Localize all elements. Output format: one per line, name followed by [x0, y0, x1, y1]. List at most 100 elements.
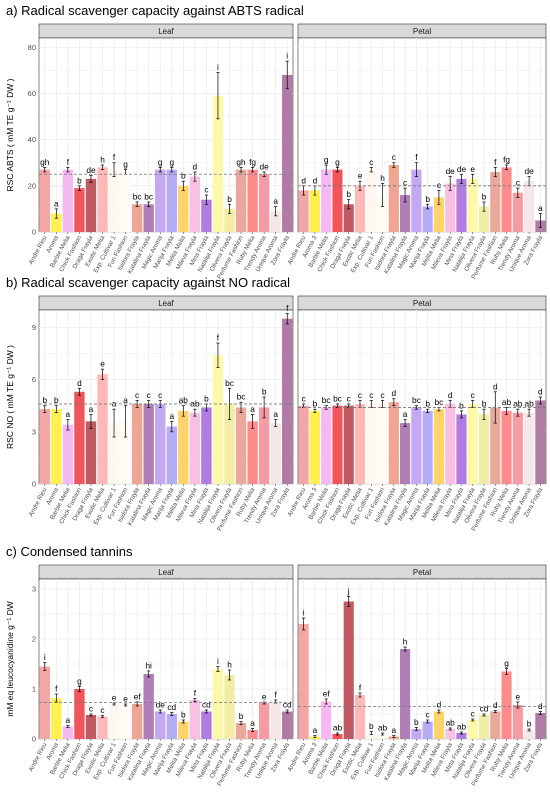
significance-letter: fg [503, 155, 510, 165]
bar [309, 190, 320, 232]
significance-letter: f [55, 684, 58, 694]
significance-letter: de [524, 166, 534, 176]
y-tick-label: 40 [28, 135, 36, 144]
significance-letter: e [100, 359, 105, 369]
bar [478, 206, 490, 232]
significance-letter: bc [237, 392, 246, 402]
bar [445, 403, 456, 484]
bar [155, 711, 166, 739]
significance-letter: g [169, 157, 174, 167]
significance-letter: ab [457, 722, 467, 732]
bar [309, 410, 320, 484]
significance-letter: bc [225, 378, 234, 388]
bar [366, 403, 377, 484]
bar [85, 178, 97, 232]
bar [354, 695, 366, 739]
bar [201, 199, 212, 232]
significance-letter: b [527, 719, 532, 729]
bar [189, 176, 201, 232]
bar [332, 169, 343, 232]
bar [366, 733, 377, 739]
significance-letter: c [158, 390, 162, 400]
significance-letter: g [504, 658, 509, 668]
significance-letter: e [112, 693, 117, 703]
bar [411, 169, 422, 232]
significance-letter: a [313, 725, 318, 735]
bar [433, 409, 444, 484]
y-tick-label: 9 [32, 323, 36, 332]
significance-letter: bc [412, 395, 421, 405]
bar [343, 204, 354, 232]
significance-letter: de [260, 161, 270, 171]
bar [201, 711, 212, 739]
significance-letter: b [482, 399, 487, 409]
significance-letter: c [358, 390, 362, 400]
bar [97, 716, 108, 739]
significance-letter: a [403, 409, 408, 419]
bar [51, 213, 62, 232]
significance-letter: b [346, 189, 351, 199]
bar [178, 721, 189, 739]
bar [108, 169, 120, 232]
significance-letter: d [77, 378, 82, 388]
bar [422, 206, 433, 232]
bar [282, 711, 293, 739]
bar [85, 421, 97, 484]
bar [51, 409, 62, 484]
bar [456, 178, 467, 232]
y-tick-label: 6 [32, 375, 36, 384]
bar [178, 410, 189, 484]
significance-letter: c [89, 704, 93, 714]
significance-letter: b [369, 721, 374, 731]
bar [97, 167, 108, 232]
significance-letter: f [194, 688, 197, 698]
bar [388, 402, 399, 484]
bar [490, 171, 501, 232]
bar [524, 730, 535, 739]
bar [282, 318, 293, 484]
significance-letter: i [286, 51, 288, 61]
bar [74, 689, 85, 739]
strip-label: Petal [413, 299, 431, 308]
bar [377, 403, 388, 484]
significance-letter: b [425, 399, 430, 409]
bar [62, 726, 74, 739]
bar [478, 715, 490, 739]
significance-letter: d [313, 175, 318, 185]
significance-letter: b [459, 400, 464, 410]
significance-letter: c [437, 180, 441, 190]
significance-letter: c [516, 178, 520, 188]
bar [524, 412, 535, 484]
significance-letter: c [426, 710, 430, 720]
significance-letter: j [347, 586, 350, 596]
bar [247, 169, 258, 232]
significance-letter: f [494, 157, 497, 167]
bar [166, 714, 177, 739]
significance-letter: c [392, 152, 396, 162]
significance-letter: d [493, 381, 498, 391]
bar [501, 167, 512, 232]
bar [298, 190, 309, 232]
significance-letter: ab [378, 723, 388, 733]
chart-title-1: b) Radical scavenger capacity against NO… [6, 275, 290, 290]
significance-letter: a [273, 196, 278, 206]
bar [258, 703, 270, 739]
significance-letter: ab [524, 399, 534, 409]
significance-letter: a [169, 411, 174, 421]
significance-letter: ef [134, 692, 142, 702]
y-tick-label: 2 [32, 635, 36, 644]
significance-letter: c [347, 393, 351, 403]
significance-letter: a [89, 404, 94, 414]
bar [270, 211, 281, 232]
significance-letter: de [156, 700, 166, 710]
bar [131, 704, 143, 739]
significance-letter: ab [333, 723, 343, 733]
bar [189, 412, 201, 484]
bar [445, 183, 456, 232]
significance-letter: cd [283, 700, 292, 710]
bar [411, 729, 422, 739]
bar [321, 169, 332, 232]
y-tick-label: 20 [28, 181, 36, 190]
bar [490, 711, 501, 739]
bar [400, 195, 411, 232]
